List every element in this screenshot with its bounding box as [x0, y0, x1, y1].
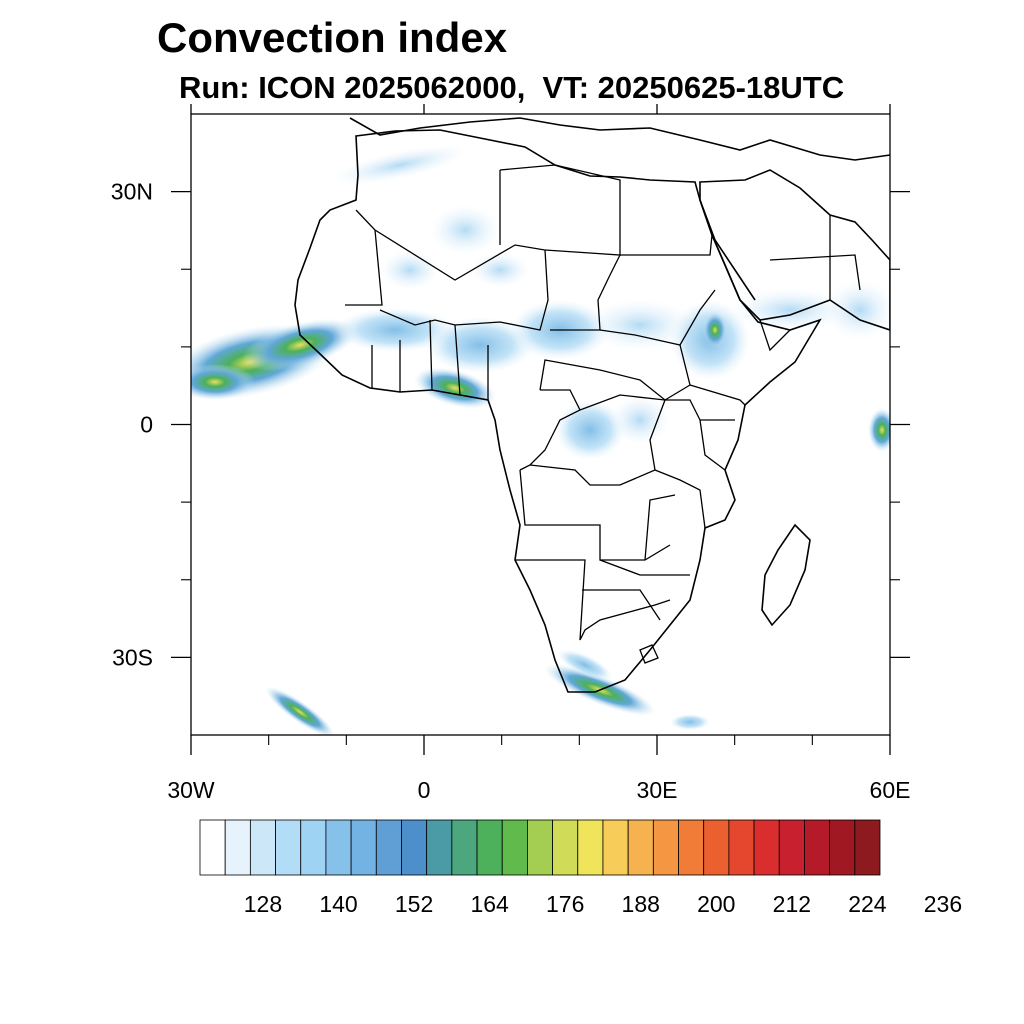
colorbar-swatch — [325, 819, 352, 876]
colorbar-swatch — [829, 819, 856, 876]
lat-tick-label: 30S — [112, 644, 153, 670]
axis-tick-labels: 30W 0 30E 60E 30N 0 30S — [111, 179, 911, 803]
colorbar-label: 188 — [622, 891, 660, 917]
colorbar-swatch — [451, 819, 478, 876]
colorbar-swatch — [627, 819, 654, 876]
coastlines — [294, 117, 890, 693]
colorbar-label: 128 — [244, 891, 282, 917]
colorbar-swatch — [678, 819, 705, 876]
country-borders — [345, 164, 861, 664]
arabia-coastline — [699, 169, 890, 331]
colorbar-swatch — [854, 819, 881, 876]
chart-subtitle: Run: ICON 2025062000, VT: 20250625-18UTC — [179, 70, 845, 105]
lat-tick-label: 0 — [140, 412, 153, 438]
map-frame — [190, 113, 891, 736]
colorbar-label: 200 — [697, 891, 735, 917]
axis-ticks — [171, 104, 910, 755]
colorbar-swatch — [577, 819, 604, 876]
colorbar-label: 236 — [924, 891, 962, 917]
colorbar-swatch — [401, 819, 428, 876]
colorbar-label: 164 — [470, 891, 509, 917]
colorbar-labels: 128 140 152 164 176 188 200 212 224 236 — [244, 891, 962, 917]
colorbar-swatch — [753, 819, 780, 876]
colorbar-swatch — [501, 819, 528, 876]
colorbar-swatch — [350, 819, 377, 876]
colorbar-label: 176 — [546, 891, 584, 917]
colorbar-swatch — [778, 819, 805, 876]
colorbar-swatch — [476, 819, 503, 876]
africa-coastline — [294, 129, 822, 693]
colorbar-label: 212 — [773, 891, 811, 917]
lon-tick-label: 30E — [637, 777, 678, 803]
colorbar-swatch — [552, 819, 579, 876]
chart-title: Convection index — [157, 14, 508, 61]
colorbar-swatch — [300, 819, 327, 876]
madagascar-coastline — [761, 523, 811, 627]
colorbar-swatch — [375, 819, 402, 876]
colorbar-swatch — [728, 819, 755, 876]
lon-tick-label: 60E — [870, 777, 911, 803]
colorbar-swatch — [652, 819, 679, 876]
colorbar-swatch — [224, 819, 251, 876]
colorbar — [199, 819, 881, 876]
colorbar-swatch — [804, 819, 831, 876]
colorbar-label: 224 — [848, 891, 887, 917]
colorbar-swatch — [602, 819, 629, 876]
colorbar-swatch — [703, 819, 730, 876]
lon-tick-label: 30W — [167, 777, 215, 803]
colorbar-swatch — [527, 819, 553, 876]
red-sea-line — [699, 199, 756, 301]
colorbar-swatch — [199, 819, 226, 876]
colorbar-label: 140 — [319, 891, 357, 917]
colorbar-swatch — [426, 819, 453, 876]
lat-tick-label: 30N — [111, 179, 153, 205]
convection-field — [191, 145, 890, 735]
colorbar-swatch — [275, 819, 302, 876]
colorbar-swatch — [249, 819, 276, 876]
europe-coastline — [349, 117, 890, 161]
lon-tick-label: 0 — [418, 777, 431, 803]
colorbar-label: 152 — [395, 891, 433, 917]
